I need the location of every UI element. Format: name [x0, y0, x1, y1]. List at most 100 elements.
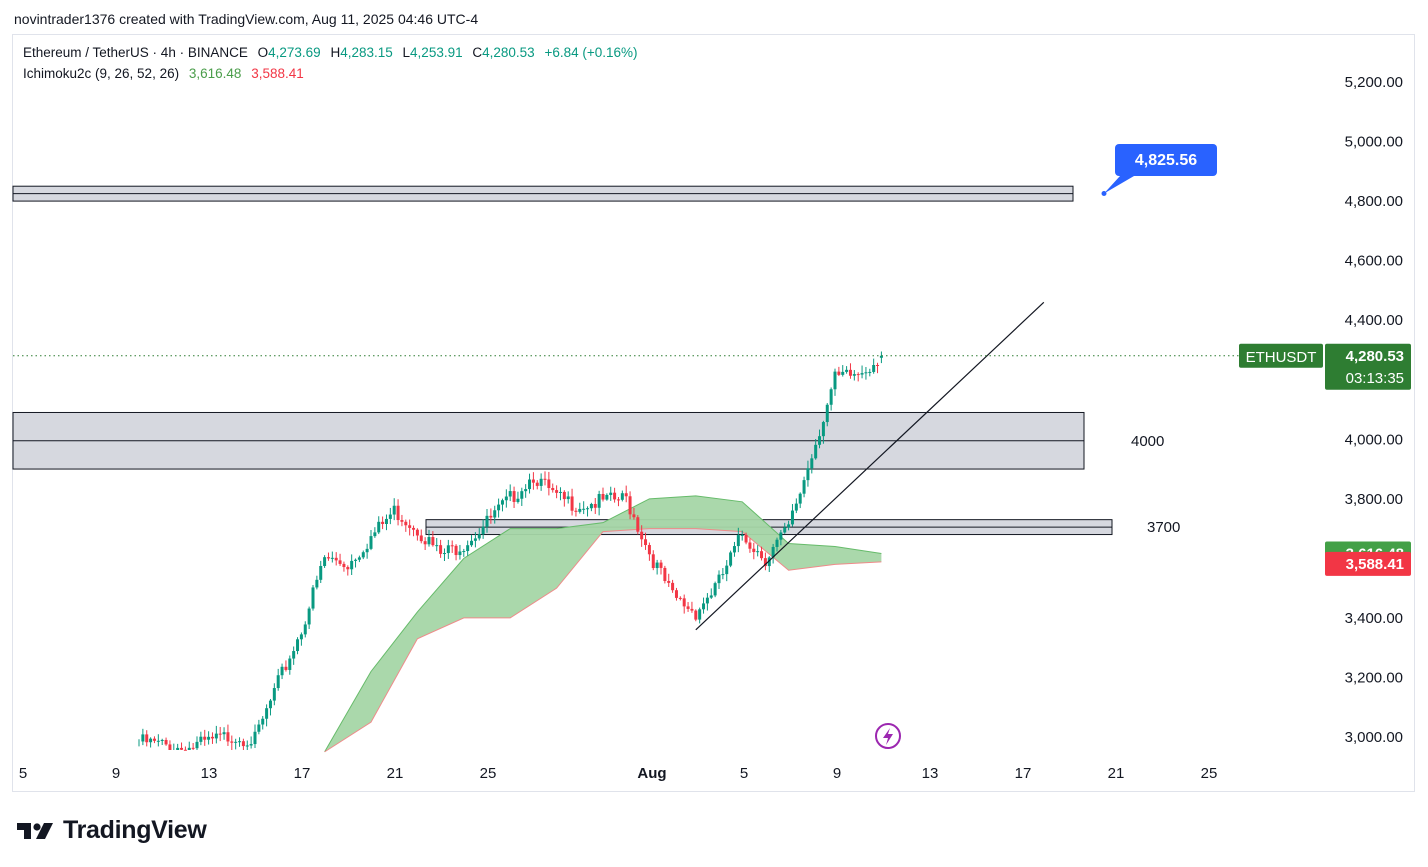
candle-body — [485, 515, 489, 527]
candle-body — [450, 545, 454, 547]
candle-body — [272, 688, 276, 701]
y-axis-tick-label: 4,400.00 — [1345, 312, 1403, 329]
candle-body — [814, 444, 818, 459]
candle-body — [388, 514, 392, 519]
candle-body — [381, 521, 385, 524]
y-axis-tick-label: 4,000.00 — [1345, 431, 1403, 448]
candle-body — [535, 482, 539, 486]
candle-body — [508, 491, 512, 497]
candle-body — [326, 557, 330, 559]
candle-body — [276, 675, 280, 689]
x-axis-tick-label: 13 — [922, 765, 939, 782]
x-axis-tick-label: 13 — [201, 765, 218, 782]
span-a-line — [324, 495, 882, 753]
y-axis-tick-label: 3,800.00 — [1345, 491, 1403, 508]
open-value: 4,273.69 — [268, 45, 321, 60]
candle-body — [145, 734, 149, 743]
candle-body — [195, 741, 199, 749]
candle-body — [690, 608, 694, 611]
close-label: C — [472, 45, 483, 60]
candle-body — [848, 369, 852, 376]
candle-body — [694, 610, 698, 620]
candle-body — [601, 493, 605, 500]
candle-body — [473, 538, 477, 541]
candle-body — [357, 557, 361, 560]
indicator-legend[interactable]: Ichimoku2c (9, 26, 52, 26) 3,616.48 3,58… — [23, 66, 304, 81]
candle-body — [636, 517, 640, 532]
candle-body — [152, 738, 156, 741]
span-b-tag-box — [1325, 551, 1411, 576]
candle-body — [760, 551, 764, 559]
indicator-value-span-a: 3,616.48 — [188, 66, 242, 81]
lines-layer: 4,825.56 — [13, 144, 1322, 631]
candle-body — [582, 508, 586, 510]
candle-body — [624, 493, 628, 497]
x-axis-tick-label: 21 — [1108, 765, 1125, 782]
x-axis-tick-label: 5 — [19, 765, 27, 782]
y-axis-tick-label: 5,000.00 — [1345, 134, 1403, 151]
candle-body — [369, 536, 373, 549]
candle-body — [156, 740, 160, 742]
high-label: H — [330, 45, 341, 60]
high-value: 4,283.15 — [340, 45, 393, 60]
y-axis-tick-label: 3,400.00 — [1345, 610, 1403, 627]
candle-body — [338, 560, 342, 564]
candle-body — [346, 567, 350, 570]
candle-body — [423, 541, 427, 545]
candle-body — [825, 404, 829, 423]
candle-body — [330, 557, 334, 559]
tradingview-logo-icon — [17, 822, 53, 839]
candle-body — [589, 503, 593, 509]
candle-body — [365, 548, 369, 553]
candle-body — [574, 510, 578, 512]
x-axis-tick-label: 9 — [833, 765, 841, 782]
candle-body — [520, 491, 524, 499]
zone-3700-label: 3700 — [1147, 519, 1180, 536]
lightning-icon[interactable] — [875, 723, 901, 749]
candle-body — [616, 499, 620, 501]
candle-body — [628, 496, 632, 515]
candle-body — [241, 741, 245, 747]
candle-body — [771, 546, 775, 558]
candle-body — [408, 525, 412, 528]
candle-body — [234, 741, 238, 743]
candle-body — [864, 372, 868, 374]
candle-body — [744, 534, 748, 543]
y-axis-tick-label: 4,600.00 — [1345, 253, 1403, 270]
candle-body — [160, 739, 164, 741]
x-axis-tick-label: 17 — [1015, 765, 1032, 782]
candle-body — [261, 718, 265, 725]
candle-body — [756, 551, 760, 553]
candle-body — [841, 371, 845, 375]
candle-body — [203, 736, 207, 740]
indicator-value-span-b: 3,588.41 — [251, 66, 304, 81]
last-price-tag-box — [1325, 343, 1411, 390]
candle-body — [539, 478, 543, 486]
candle-body — [829, 389, 833, 405]
candle-body — [818, 436, 822, 445]
candle-body — [307, 608, 311, 625]
candle-body — [187, 747, 191, 750]
symbol-legend[interactable]: Ethereum / TetherUS · 4h · BINANCE O4,27… — [23, 45, 638, 60]
candle-body — [644, 539, 648, 546]
candle-body — [732, 546, 736, 553]
candle-body — [686, 606, 690, 609]
countdown-label: 03:13:35 — [1346, 370, 1404, 387]
candle-body — [319, 565, 323, 580]
zone-4000-label: 4000 — [1131, 433, 1164, 450]
y-axis-tick-label: 3,000.00 — [1345, 729, 1403, 746]
low-label: L — [402, 45, 411, 60]
candle-body — [245, 745, 249, 747]
candle-body — [199, 736, 203, 742]
zones-layer: 4000 3700 — [12, 185, 1180, 536]
candle-body — [562, 491, 566, 500]
candle-body — [783, 527, 787, 533]
tradingview-brand[interactable]: TradingView — [15, 816, 207, 845]
candle-body — [299, 634, 303, 640]
candle-body — [446, 545, 450, 554]
candle-body — [659, 562, 663, 568]
candle-body — [833, 371, 837, 390]
candle-body — [845, 369, 849, 372]
candle-body — [288, 658, 292, 670]
